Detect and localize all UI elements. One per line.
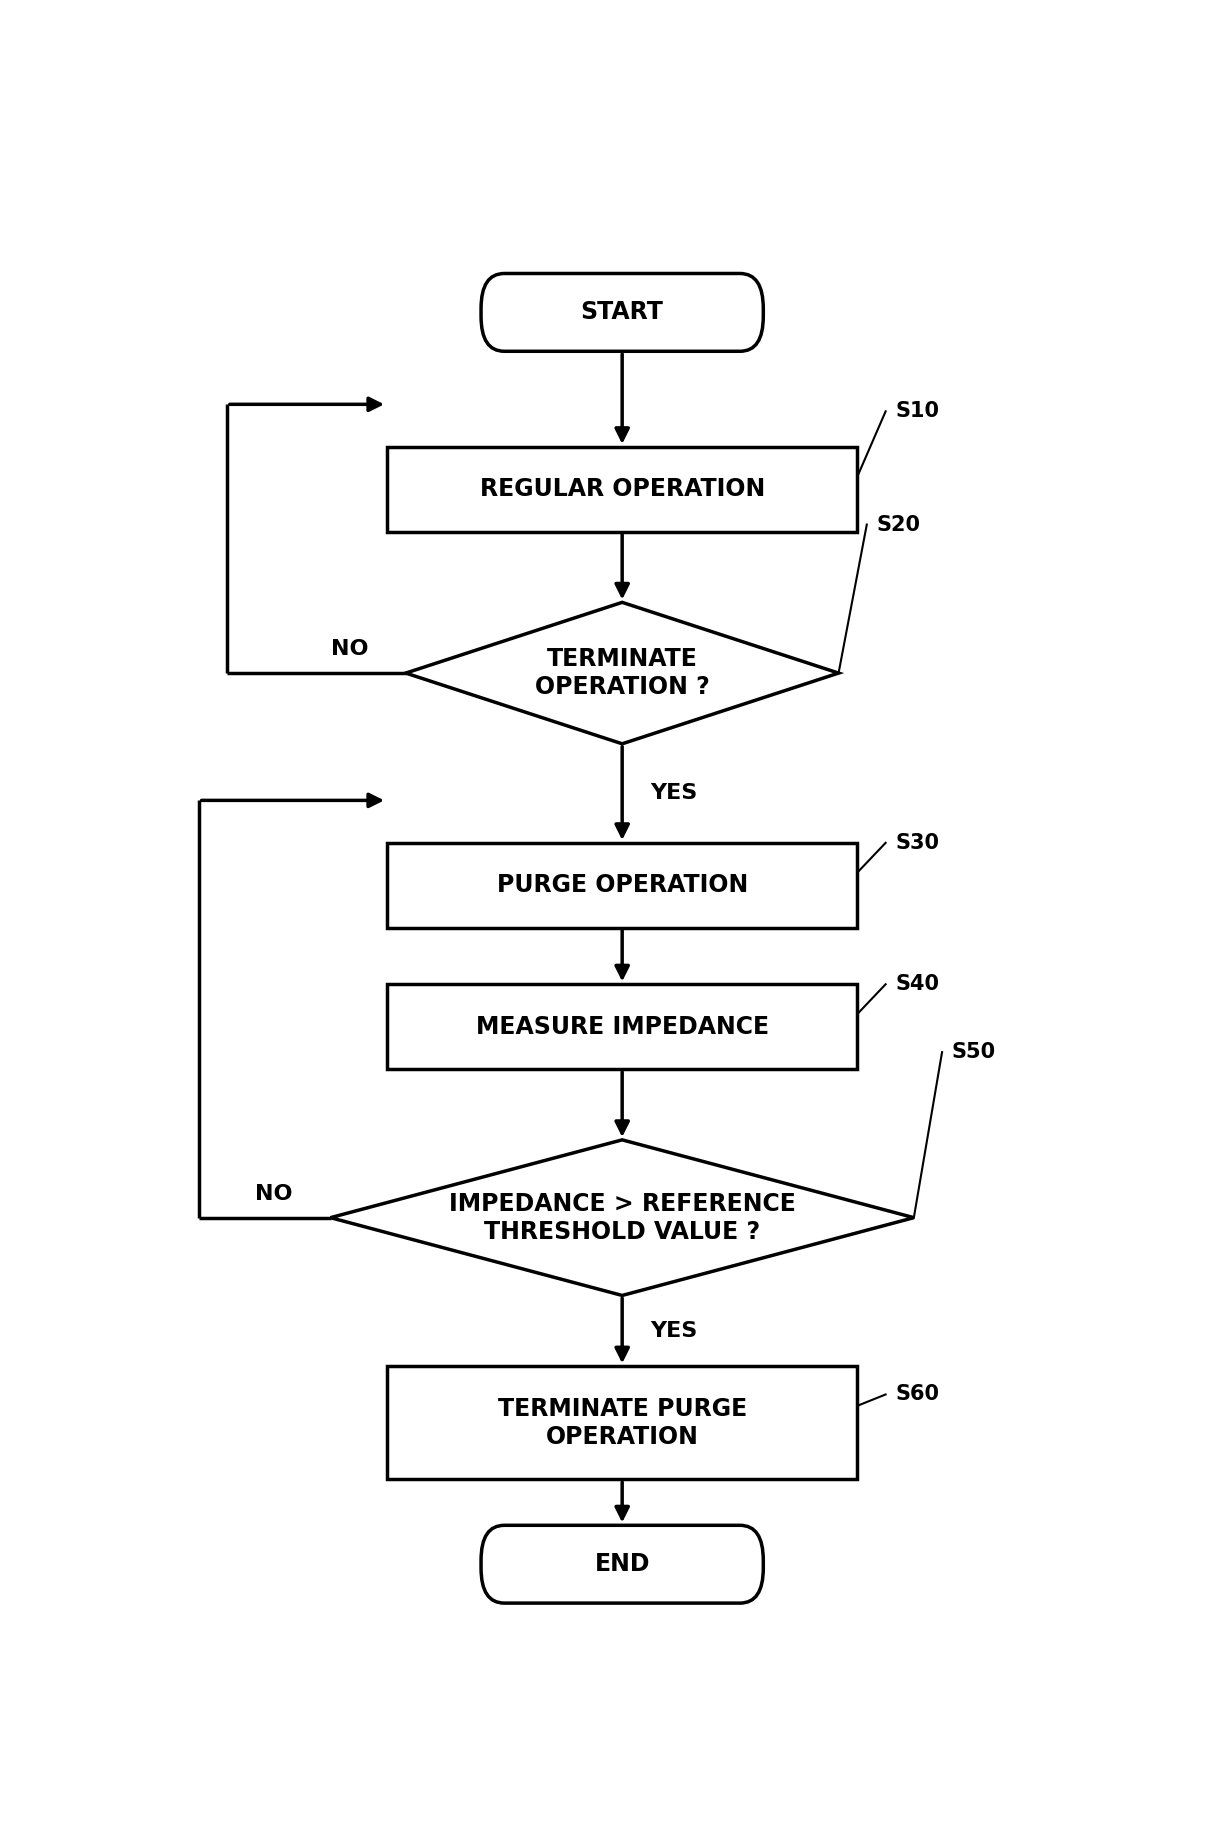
Text: S40: S40	[895, 974, 938, 994]
Text: PURGE OPERATION: PURGE OPERATION	[497, 873, 748, 896]
Text: START: START	[580, 301, 664, 325]
Polygon shape	[330, 1139, 914, 1295]
Text: END: END	[595, 1552, 649, 1576]
Text: TERMINATE
OPERATION ?: TERMINATE OPERATION ?	[535, 647, 709, 698]
FancyBboxPatch shape	[481, 274, 764, 351]
Text: NO: NO	[330, 639, 368, 659]
Bar	[387, 1367, 857, 1479]
Text: S50: S50	[952, 1042, 995, 1062]
Text: MEASURE IMPEDANCE: MEASURE IMPEDANCE	[476, 1014, 768, 1038]
Text: YES: YES	[651, 783, 698, 803]
Polygon shape	[405, 603, 839, 744]
Bar	[387, 843, 857, 928]
Text: S30: S30	[895, 832, 938, 852]
FancyBboxPatch shape	[481, 1525, 764, 1604]
Bar	[387, 985, 857, 1069]
Text: S10: S10	[895, 402, 938, 421]
Text: S60: S60	[895, 1385, 938, 1405]
Text: NO: NO	[255, 1183, 293, 1203]
Text: S20: S20	[877, 514, 920, 535]
Text: YES: YES	[651, 1321, 698, 1341]
Text: IMPEDANCE > REFERENCE
THRESHOLD VALUE ?: IMPEDANCE > REFERENCE THRESHOLD VALUE ?	[449, 1192, 795, 1244]
Bar	[387, 446, 857, 531]
Text: REGULAR OPERATION: REGULAR OPERATION	[480, 478, 765, 502]
Text: TERMINATE PURGE
OPERATION: TERMINATE PURGE OPERATION	[498, 1396, 747, 1449]
